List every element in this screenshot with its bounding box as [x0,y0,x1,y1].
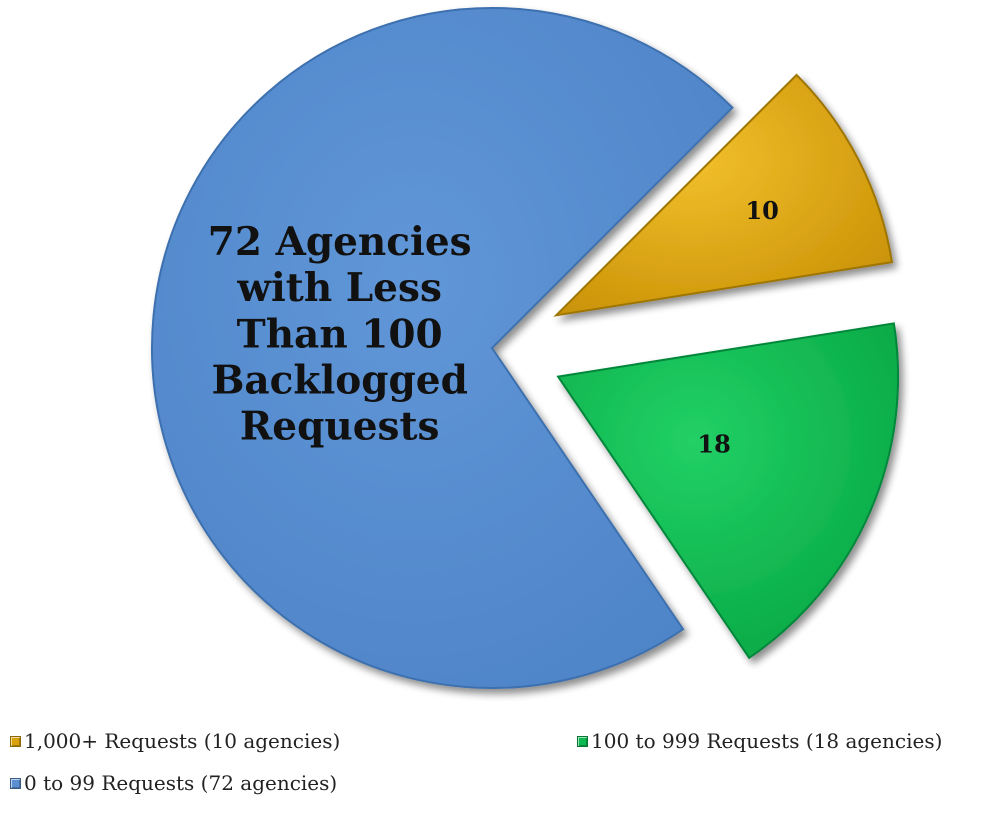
pie-slice-1000-plus [553,73,894,317]
pie-slices [151,7,900,689]
pie-slice-100-to-999 [556,322,900,660]
pie-slice-100-to-999-label: 18 [697,430,730,459]
pie-slice-0-to-99 [151,7,734,689]
pie-slice-1000-plus-label: 10 [745,196,778,225]
pie-slice-0-to-99-label: 72 Agencies with Less Than 100 Backlogged Re… [208,219,472,449]
pie-data-labels: 10 18 72 Agencies with Less Than 100 Backlogg… [208,196,779,459]
